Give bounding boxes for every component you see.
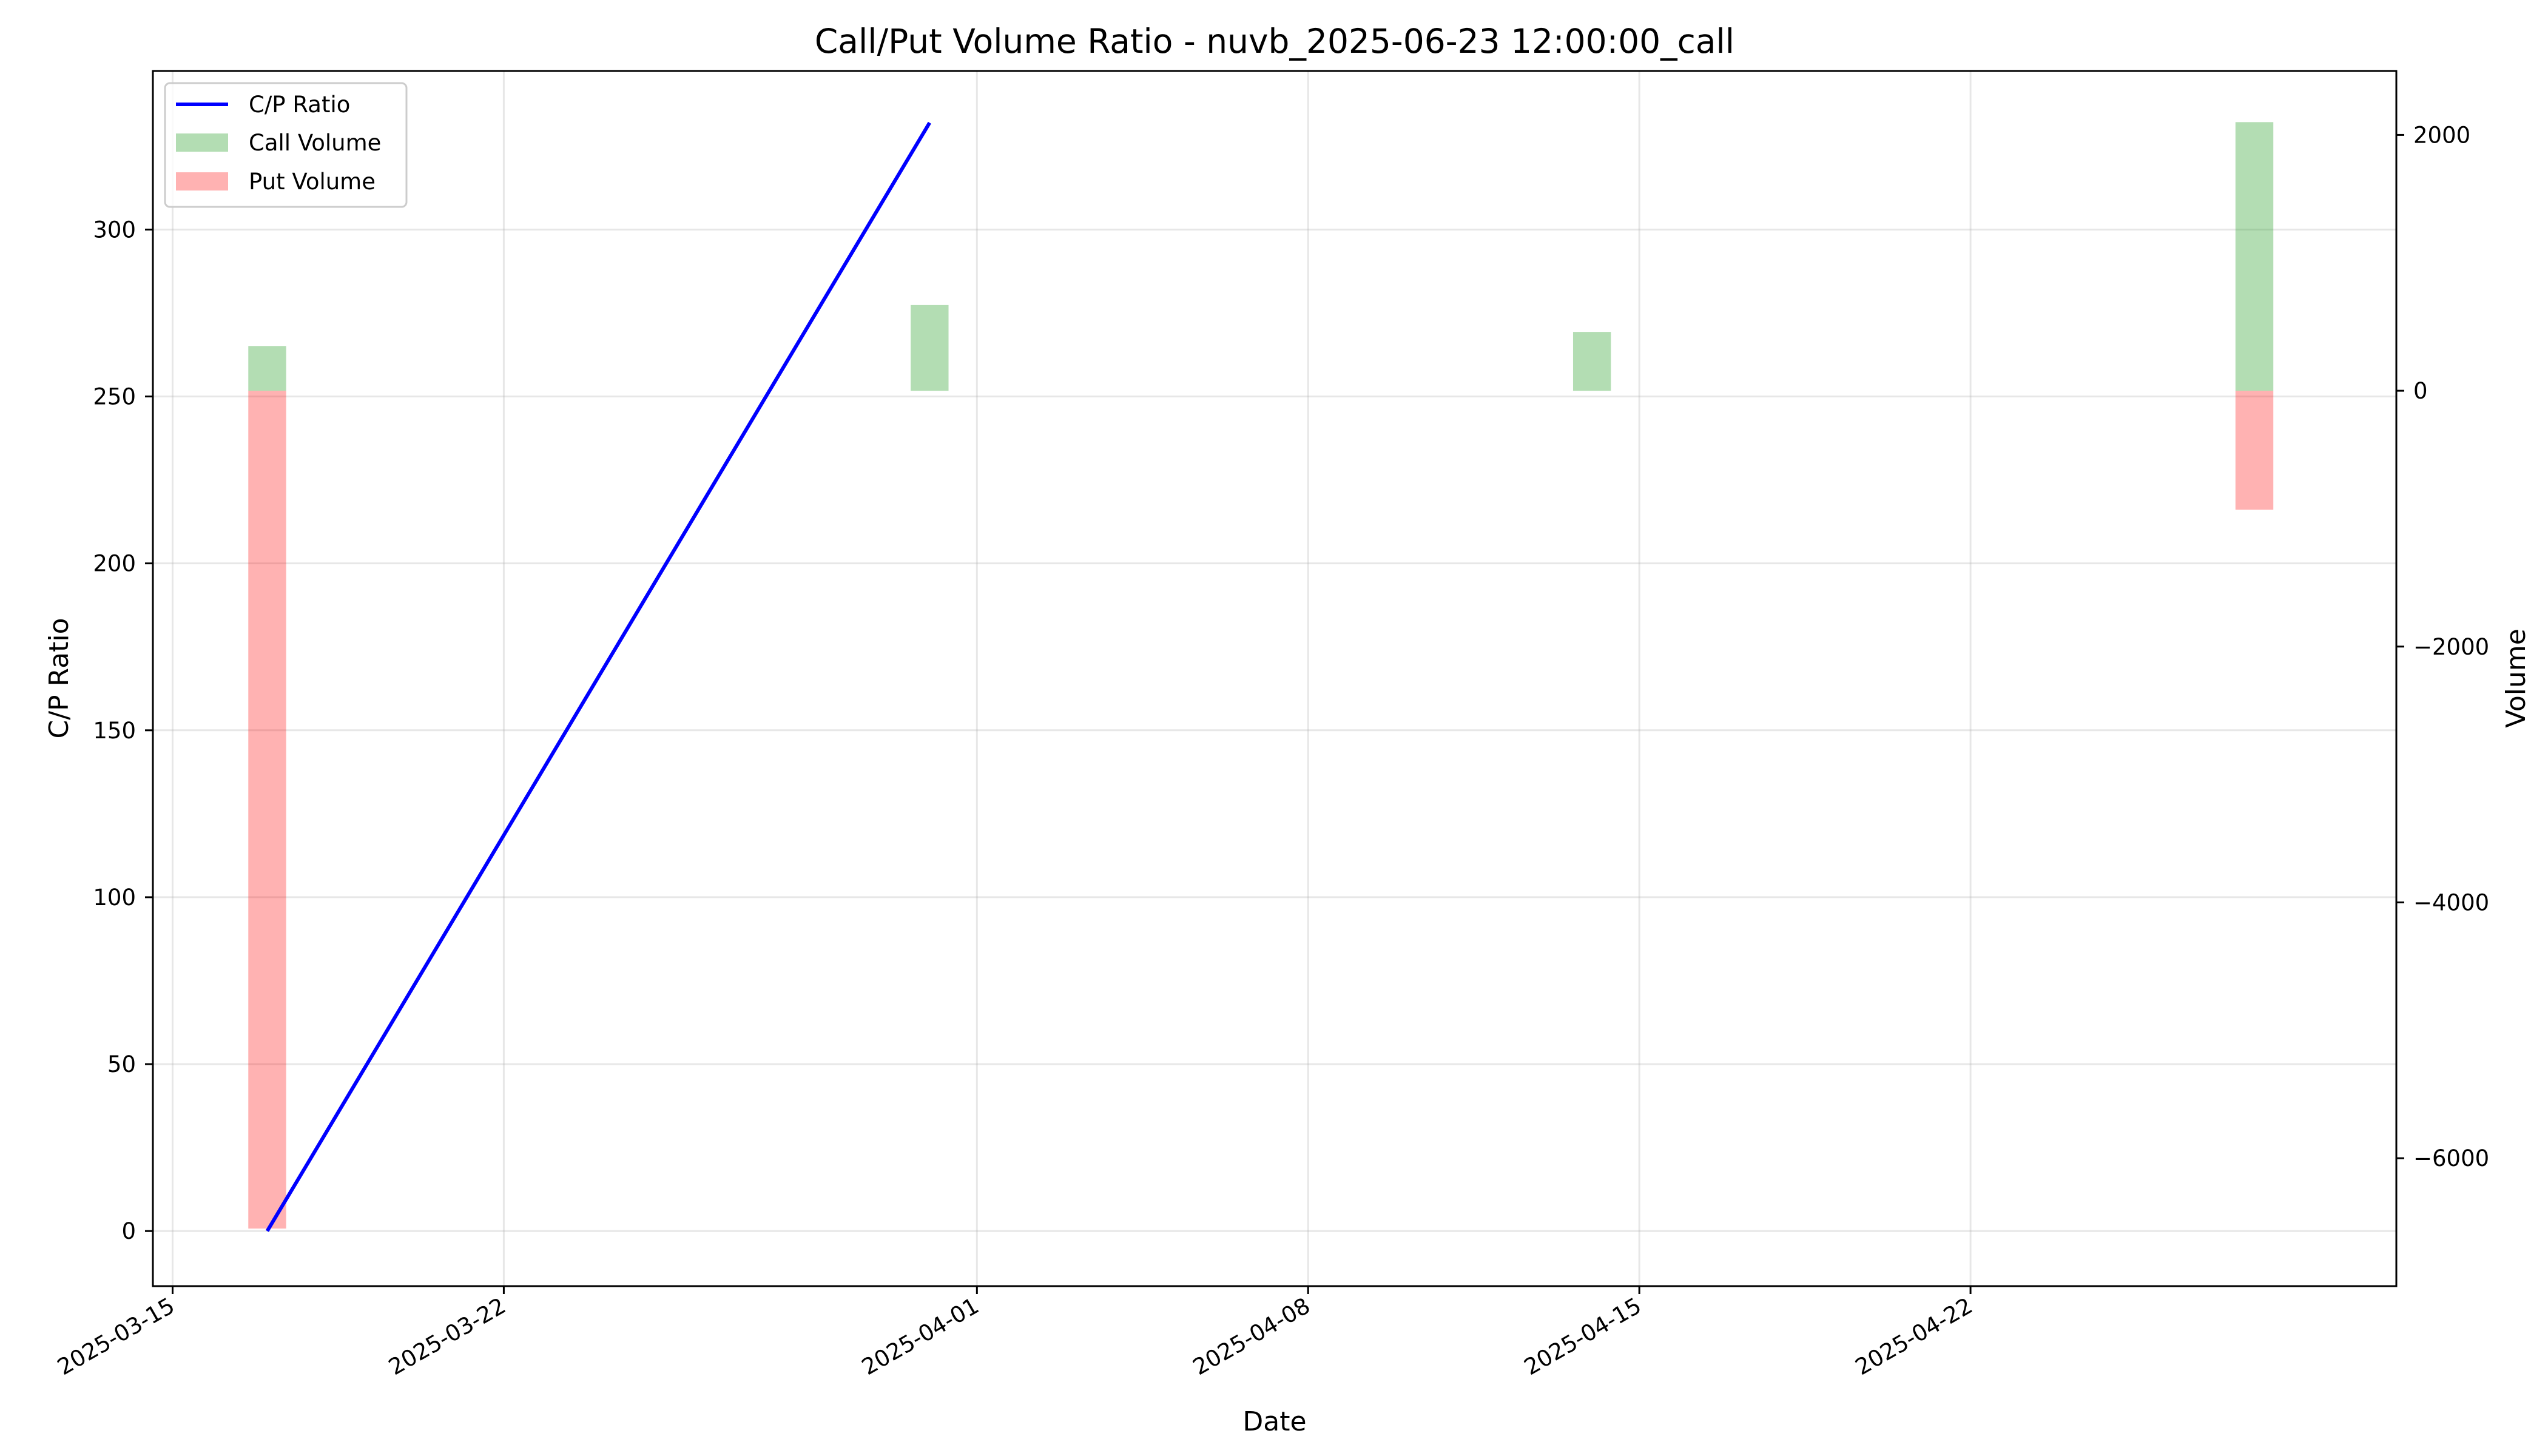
call-volume-bar [2235, 122, 2274, 391]
y-tick-label: 0 [121, 1218, 136, 1244]
y-tick-label: 250 [93, 384, 136, 410]
c-p-ratio-line [265, 121, 931, 1232]
legend-label-put-volume: Put Volume [249, 169, 376, 195]
y-tick-label: 100 [93, 885, 136, 911]
ratio-lines [265, 121, 931, 1232]
y2-tick-label: −4000 [2413, 889, 2489, 915]
volume-bars [248, 122, 2274, 1229]
y-tick-label: 200 [93, 551, 136, 577]
y-tick-label: 50 [107, 1051, 136, 1077]
y2-tick-label: 2000 [2413, 122, 2470, 148]
y2-axis-label: Volume [2501, 629, 2532, 728]
call-volume-bar [911, 305, 949, 391]
call-volume-bar [1572, 332, 1611, 391]
y-axis-label: C/P Ratio [44, 618, 75, 738]
x-axis-label: Date [1242, 1406, 1306, 1437]
legend-swatch-put-volume [176, 172, 228, 190]
legend-label-call-volume: Call Volume [249, 130, 381, 156]
y-tick-label: 300 [93, 217, 136, 243]
call-volume-bar [248, 346, 286, 391]
put-volume-bar [248, 391, 286, 1229]
plot-frame [152, 70, 2398, 1287]
legend-swatch-call-volume [176, 133, 228, 152]
legend-box [164, 82, 408, 208]
legend-label-cp-ratio: C/P Ratio [249, 92, 350, 118]
y2-tick-label: 0 [2413, 378, 2428, 404]
put-volume-bar [2235, 391, 2274, 510]
y-tick-label: 150 [93, 718, 136, 744]
y2-tick-label: −6000 [2413, 1145, 2489, 1171]
chart-title: Call/Put Volume Ratio - nuvb_2025-06-23 … [815, 22, 1734, 61]
legend: C/P Ratio Call Volume Put Volume [164, 82, 408, 208]
grid-lines [153, 71, 2396, 1286]
y2-tick-label: −2000 [2413, 634, 2489, 660]
